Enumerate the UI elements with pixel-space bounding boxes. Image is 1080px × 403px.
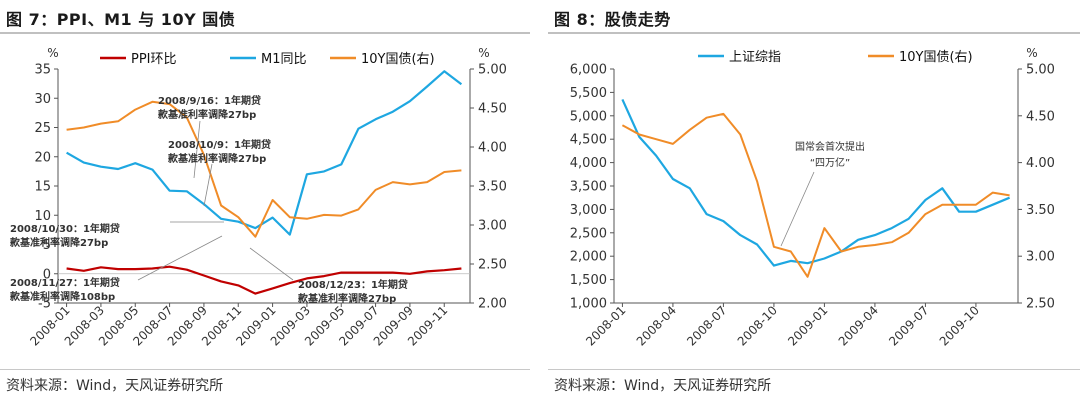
right-y-tick-label: 4.00 <box>1026 156 1055 171</box>
left-y-tick-label: 5,000 <box>570 109 607 124</box>
annotation-text-line2: 款基准利率调降27bp <box>298 292 396 305</box>
annotation-text-line1: 国常会首次提出 <box>795 140 865 153</box>
left-y-tick-label: 2,000 <box>570 250 607 265</box>
x-tick-label: 2009-04 <box>836 303 881 348</box>
left-y-tick-label: 5 <box>43 238 51 253</box>
left-y-tick-label: 2,500 <box>570 226 607 241</box>
annotation-leader-line <box>193 120 201 179</box>
m1-yoy-line <box>66 70 463 236</box>
left-y-tick-label: 6,000 <box>570 63 607 78</box>
x-tick-label: 2009-01 <box>785 303 830 348</box>
left-y-tick-label: 3,000 <box>570 203 607 218</box>
right-y-tick-label: 3.50 <box>1026 203 1055 218</box>
left-y-tick-label: -5 <box>38 297 51 312</box>
bond-10y-line <box>66 100 462 238</box>
x-tick-label: 2008-04 <box>634 303 679 348</box>
annotation-text-line1: 2008/12/23：1年期贷 <box>298 278 408 291</box>
left-y-tick-label: 20 <box>34 150 51 165</box>
left-y-tick-label: 4,500 <box>570 133 607 148</box>
left-y-tick-label: 4,000 <box>570 156 607 171</box>
left-y-tick-label: 35 <box>34 63 51 78</box>
x-tick-label: 2008-07 <box>684 303 729 348</box>
legend-label-ppi-mom: PPI环比 <box>131 52 177 67</box>
legend-label-m1-yoy: M1同比 <box>261 52 307 67</box>
annotation-text-line1: 2008/11/27：1年期贷 <box>10 276 120 289</box>
annotation-text-line1: 2008/10/30：1年期贷 <box>10 222 120 235</box>
x-tick-label: 2009-10 <box>937 303 982 348</box>
annotation-text-line2: “四万亿” <box>810 156 850 169</box>
right-y-tick-label: 2.50 <box>478 258 507 273</box>
legend-label-bond-10y: 10Y国债(右) <box>361 52 435 67</box>
left-y-tick-label: 5,500 <box>570 86 607 101</box>
annotation-text-line2: 款基准利率调降27bp <box>168 152 266 165</box>
right-y-tick-label: 4.50 <box>478 102 507 117</box>
figure-8-bottom-rule <box>548 369 1080 370</box>
right-y-tick-label: 2.00 <box>478 297 507 312</box>
figure-7-panel: 图 7：PPI、M1 与 10Y 国债 35 30 25 20 15 10 5 0 -5 5.00… <box>0 0 530 403</box>
figure-8-title-rule <box>548 32 1080 34</box>
figure-7-bottom-rule <box>0 369 530 370</box>
annotation-leader-line <box>137 235 223 281</box>
right-y-tick-label: 2.50 <box>1026 297 1055 312</box>
annotation-text-line1: 2008/9/16：1年期贷 <box>158 94 261 107</box>
figure-8-chart: 6,000 5,500 5,000 4,500 4,000 3,500 3,000 2,500… <box>570 46 1055 349</box>
x-tick-label: 2008-10 <box>735 303 780 348</box>
figure-7-title: 图 7：PPI、M1 与 10Y 国债 <box>6 10 236 29</box>
figure-8-title: 图 8：股债走势 <box>554 10 671 29</box>
figure-7-source: 资料来源：Wind，天风证券研究所 <box>6 378 224 394</box>
legend-label-bond-10y: 10Y国债(右) <box>899 50 973 65</box>
figure-8-source: 资料来源：Wind，天风证券研究所 <box>554 378 772 394</box>
right-y-tick-label: 4.50 <box>1026 109 1055 124</box>
left-y-tick-label: 30 <box>34 92 51 107</box>
right-unit-label: % <box>478 46 489 60</box>
annotation-text-line2: 款基准利率调降108bp <box>10 290 115 303</box>
right-unit-label: % <box>1026 46 1037 60</box>
annotation-leader-line <box>249 247 294 281</box>
left-y-tick-label: 1,500 <box>570 273 607 288</box>
annotation-leader-line <box>203 163 213 207</box>
right-y-tick-label: 3.50 <box>478 180 507 195</box>
left-y-tick-label: 0 <box>43 267 51 282</box>
left-y-tick-label: 25 <box>34 121 51 136</box>
annotation-text-line1: 2008/10/9：1年期贷 <box>168 138 271 151</box>
figure-7-title-rule <box>0 32 530 34</box>
figure-8-panel: 图 8：股债走势 6,000 5,500 5,000 4,500 4,000 3,500 3… <box>548 0 1080 403</box>
right-y-tick-label: 5.00 <box>478 63 507 78</box>
bond-10y-line <box>621 112 1010 278</box>
annotation-text-line2: 款基准利率调降27bp <box>158 108 256 121</box>
x-tick-label: 2009-07 <box>886 303 931 348</box>
right-y-tick-label: 4.00 <box>478 141 507 156</box>
ppi-mom-line <box>66 265 462 295</box>
left-y-tick-label: 3,500 <box>570 180 607 195</box>
annotation-text-line2: 款基准利率调降27bp <box>10 236 108 249</box>
left-y-tick-label: 1,000 <box>570 297 607 312</box>
annotation-leader-line <box>780 171 815 247</box>
sse-composite-line <box>621 98 1011 267</box>
legend-label-sse-composite: 上证综指 <box>729 50 781 65</box>
right-y-tick-label: 3.00 <box>1026 250 1055 265</box>
right-y-tick-label: 5.00 <box>1026 63 1055 78</box>
left-y-tick-label: 10 <box>34 209 51 224</box>
figure-7-chart: 35 30 25 20 15 10 5 0 -5 5.00 4.50 4.00 3.50 3.00 2.50… <box>10 46 507 349</box>
left-y-tick-label: 15 <box>34 180 51 195</box>
right-y-tick-label: 3.00 <box>478 219 507 234</box>
left-unit-label: % <box>47 46 58 60</box>
